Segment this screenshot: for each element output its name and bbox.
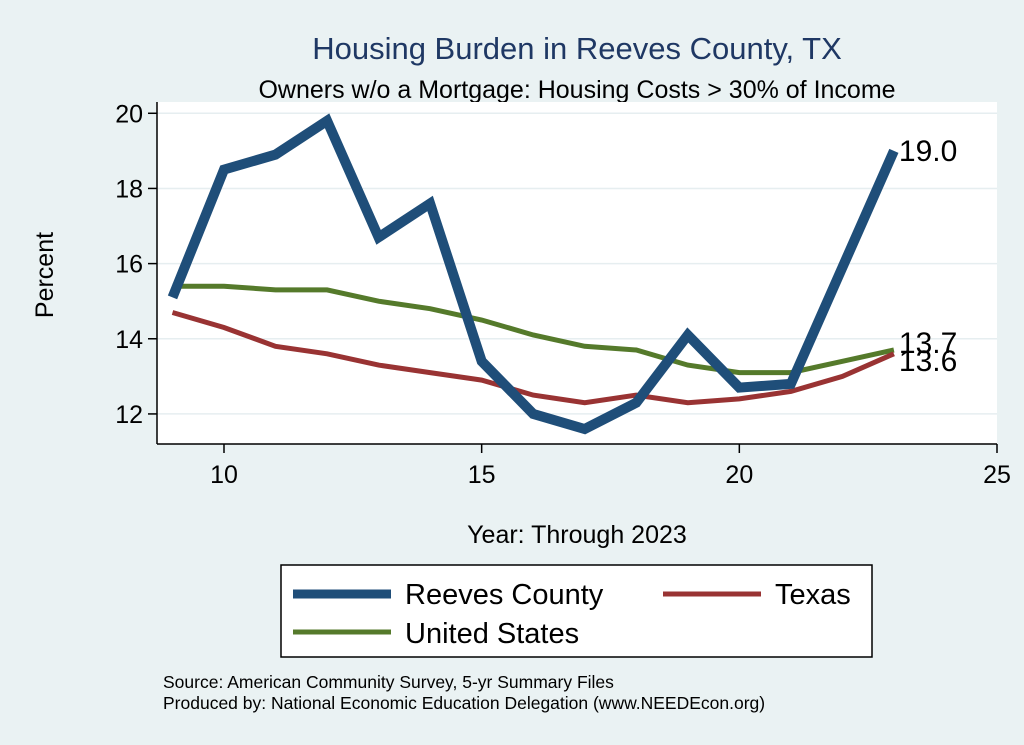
legend-box	[280, 564, 873, 658]
legend-label-texas: Texas	[775, 579, 851, 611]
x-tick-label-25: 25	[983, 461, 1011, 489]
chart-subtitle: Owners w/o a Mortgage: Housing Costs > 3…	[258, 76, 895, 104]
y-tick-label-16: 16	[115, 251, 143, 279]
chart-title: Housing Burden in Reeves County, TX	[312, 31, 842, 66]
series-line-texas	[171, 310, 895, 406]
series-line-united-states	[172, 283, 895, 376]
end-label-texas: 13.6	[899, 345, 957, 378]
y-tick-label-20: 20	[115, 100, 143, 128]
series-line-reeves-county	[167, 113, 899, 435]
series-lines	[167, 113, 899, 435]
x-tick-label-10: 10	[210, 461, 238, 489]
legend-label-united-states: United States	[405, 618, 579, 650]
y-tick-label-12: 12	[115, 401, 143, 429]
x-tick-label-15: 15	[468, 461, 496, 489]
legend-label-reeves-county: Reeves County	[405, 579, 604, 611]
end-label-reeves-county: 19.0	[899, 135, 957, 168]
end-label-united-states: 13.7	[899, 327, 957, 360]
y-tick-label-18: 18	[115, 175, 143, 203]
y-axis-label: Percent	[31, 232, 59, 318]
x-tick-label-20: 20	[725, 461, 753, 489]
plot-area	[157, 102, 997, 444]
end-labels: 19.0 13.613.7	[899, 135, 957, 378]
legend: Reeves County Texas United States	[280, 564, 873, 658]
axis-ticks: 12 14 16 18 20 10 15 20 25	[115, 100, 1011, 489]
source-note: Source: American Community Survey, 5-yr …	[163, 672, 614, 692]
y-tick-label-14: 14	[115, 326, 143, 354]
producer-note: Produced by: National Economic Education…	[163, 693, 765, 713]
x-axis-label: Year: Through 2023	[467, 521, 687, 549]
gridlines	[157, 112, 997, 415]
